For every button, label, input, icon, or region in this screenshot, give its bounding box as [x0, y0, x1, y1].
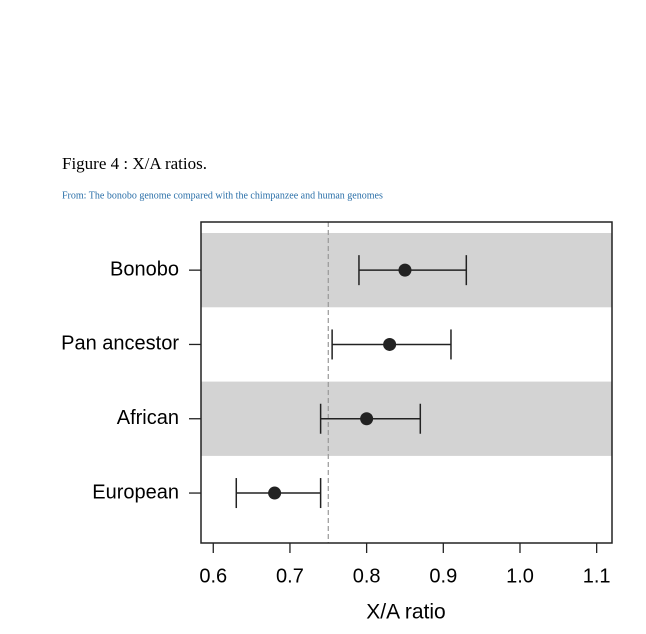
y-tick-label: African	[117, 407, 179, 429]
point	[360, 412, 374, 426]
x-tick-label: 0.9	[429, 565, 457, 587]
x-tick-label: 1.0	[506, 565, 534, 587]
x-tick-label: 0.7	[276, 565, 304, 587]
x-tick-label: 1.1	[583, 565, 611, 587]
y-tick-label: Bonobo	[110, 258, 179, 280]
y-tick-label: Pan ancestor	[61, 333, 179, 355]
y-tick-label: European	[92, 481, 179, 503]
figure-source: From: The bonobo genome compared with th…	[62, 190, 383, 201]
point	[398, 263, 412, 277]
x-tick-label: 0.8	[353, 565, 381, 587]
point	[383, 337, 397, 351]
x-axis-label: X/A ratio	[366, 601, 445, 624]
x-tick-label: 0.6	[199, 565, 227, 587]
point	[268, 486, 282, 500]
plot-frame	[200, 221, 613, 544]
figure-caption: Figure 4 : X/A ratios.	[62, 154, 207, 173]
